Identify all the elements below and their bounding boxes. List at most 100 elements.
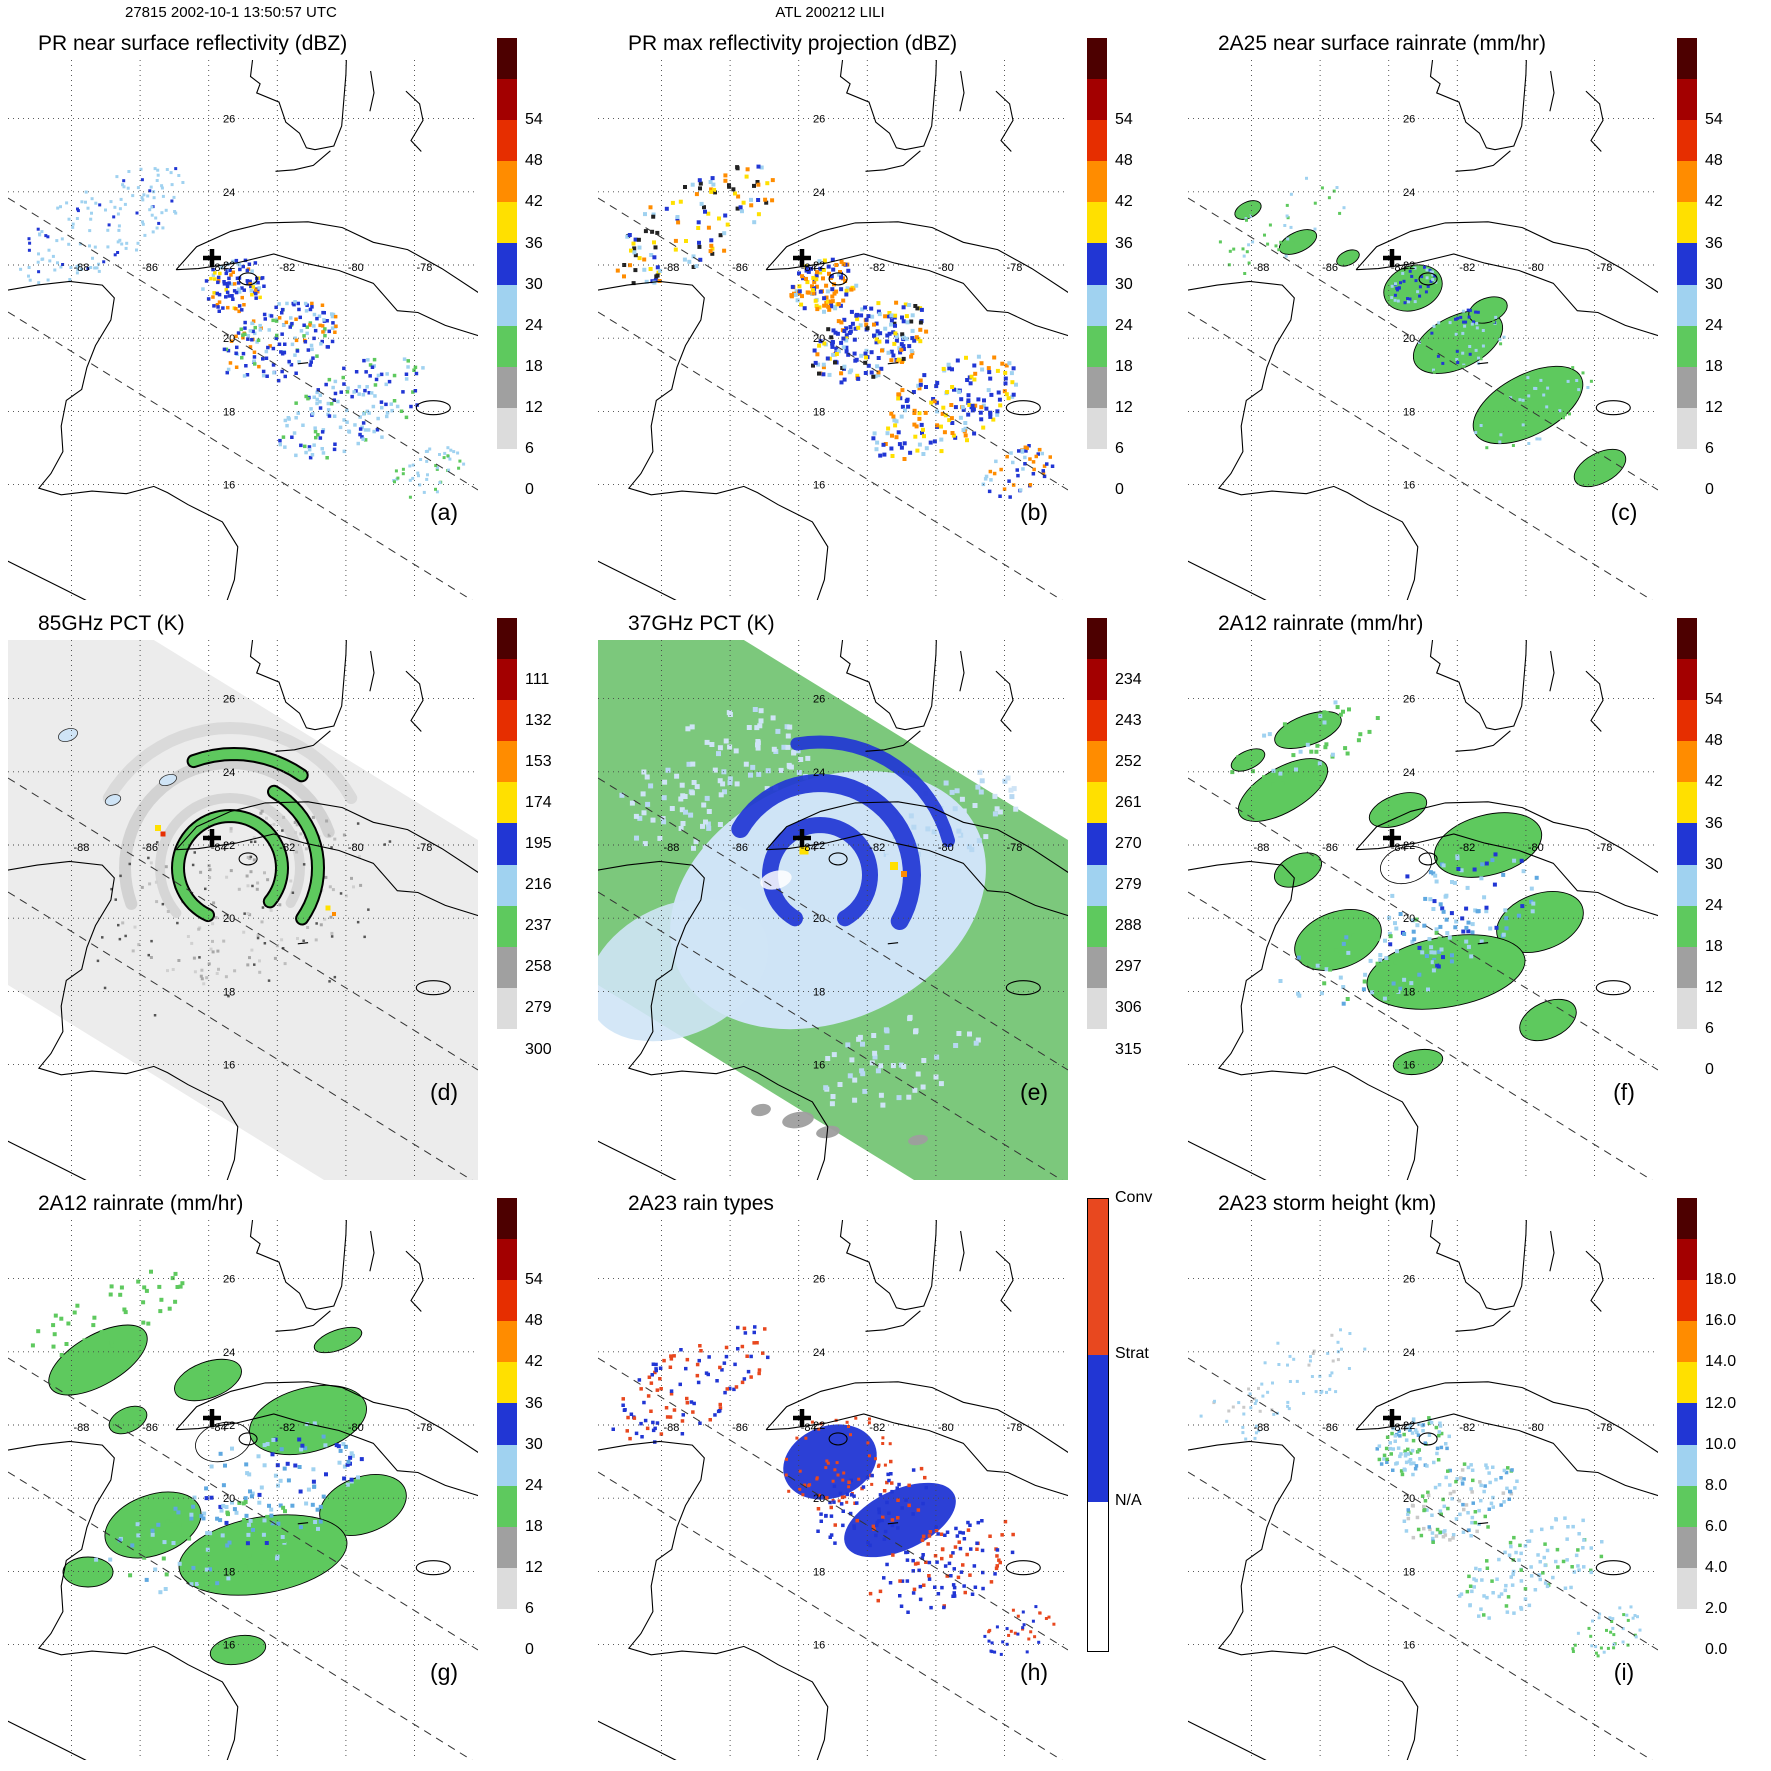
colorbar-segment: [1677, 120, 1697, 162]
colorbar-segment: [1677, 79, 1697, 121]
colorbar-tick-label: 216: [525, 876, 552, 894]
colorbar-tick-label: 36: [525, 234, 543, 252]
storm-center-marker: [203, 829, 221, 847]
colorbar: 300 279 258 237 216 195 174 153 132 111: [497, 618, 587, 1071]
lon-grid-label: -82: [279, 262, 295, 274]
colorbar-tick-label: 12: [1115, 398, 1133, 416]
lat-grid-label: 26: [223, 114, 235, 126]
colorbar-segment: [1677, 1567, 1697, 1609]
lon-grid-label: -82: [869, 262, 885, 274]
lon-grid-label: -82: [279, 1422, 295, 1434]
storm-center-marker: [1383, 249, 1401, 267]
grid-lines: [598, 1220, 1068, 1760]
coastlines: [1188, 640, 1658, 1180]
lon-grid-label: -82: [1459, 842, 1475, 854]
colorbar-tick-label: 30: [1705, 855, 1723, 873]
storm-center-marker: [203, 1409, 221, 1427]
lat-grid-label: 16: [813, 480, 825, 492]
colorbar-segment: [497, 79, 517, 121]
colorbar-bar: [1677, 618, 1697, 1071]
colorbar-tick-label: 279: [1115, 876, 1142, 894]
grid-lines: [598, 60, 1068, 600]
colorbar-segment: [497, 1403, 517, 1445]
colorbar: 0 6 12 18 24 30 36 42 48 54: [1677, 618, 1767, 1078]
coastlines: [8, 640, 478, 1180]
colorbar-tick-label: 0: [1115, 481, 1124, 498]
data-field: [30, 1269, 407, 1666]
lon-grid-label: -80: [348, 1422, 364, 1434]
colorbar-segment: [497, 618, 517, 660]
colorbar-tick-label: 195: [525, 835, 552, 852]
coastlines: [1188, 60, 1658, 600]
lat-grid-label: 22: [1403, 260, 1415, 272]
colorbar-segment: [1677, 243, 1697, 285]
colorbar-segment: [1677, 659, 1697, 701]
panel-title: 2A12 rainrate (mm/hr): [38, 1192, 244, 1215]
lon-grid-label: -88: [74, 262, 90, 274]
lon-grid-label: -80: [938, 1422, 954, 1434]
colorbar-segment: [1677, 366, 1697, 408]
colorbar-segment: [1677, 864, 1697, 906]
colorbar-tick-label: Conv: [1115, 1189, 1153, 1206]
lat-grid-label: 16: [1403, 480, 1415, 492]
colorbar-tick-label: 42: [1115, 193, 1133, 211]
lat-grid-label: 22: [223, 260, 235, 272]
colorbar-segment: [1087, 202, 1107, 244]
colorbar-segment: [497, 946, 517, 988]
colorbar-tick-label: 48: [1115, 152, 1133, 170]
lat-grid-label: 24: [813, 187, 825, 199]
colorbar-tick-label: 8.0: [1705, 1476, 1728, 1494]
lat-grid-label: 16: [1403, 1060, 1415, 1072]
panel-letter: (b): [1020, 499, 1048, 525]
lon-grid-label: -88: [74, 842, 90, 854]
lat-grid-label: 20: [1403, 333, 1415, 345]
colorbar-segment: [1677, 1526, 1697, 1568]
lon-grid-label: -78: [1597, 842, 1613, 854]
data-field: [1218, 176, 1627, 488]
grid-lines: [598, 640, 1068, 1180]
lat-grid-label: 20: [1403, 1493, 1415, 1505]
data-field: [611, 1325, 1056, 1656]
colorbar-segment: [497, 1567, 517, 1609]
coastlines: [598, 60, 1068, 600]
colorbar-tick-label: 42: [1705, 773, 1723, 791]
panel-title: 37GHz PCT (K): [628, 612, 775, 635]
map: -88 -86 -84 -82 -80 -78 26 24 22 20 18 16 (f): [1188, 640, 1658, 1180]
colorbar-tick-label: 0: [1705, 1061, 1714, 1078]
lon-grid-label: -86: [732, 1422, 748, 1434]
lat-grid-label: 26: [223, 694, 235, 706]
lon-grid-label: -82: [1459, 262, 1475, 274]
map: -88 -86 -84 -82 -80 -78 26 24 22 20 18 16 (g): [8, 1220, 478, 1760]
colorbar-segment: [497, 905, 517, 947]
panel-f: 2A12 rainrate (mm/hr) -88 -86 -84 -82 -80 -78…: [1180, 604, 1770, 1184]
colorbar-segment: [1087, 618, 1107, 660]
storm-center-marker: [793, 829, 811, 847]
panel-title: PR near surface reflectivity (dBZ): [38, 32, 348, 55]
colorbar-tick-label: 6.0: [1705, 1517, 1728, 1535]
lat-grid-label: 24: [813, 767, 825, 779]
colorbar-segment: [1677, 1239, 1697, 1281]
panel-c: 2A25 near surface rainrate (mm/hr) -88 -8…: [1180, 24, 1770, 604]
lat-grid-label: 20: [813, 913, 825, 925]
colorbar-tick-label: 12: [1705, 978, 1723, 996]
colorbar-tick-label: 252: [1115, 752, 1142, 770]
panel-letter: (f): [1613, 1079, 1635, 1105]
lat-grid-label: 20: [1403, 913, 1415, 925]
colorbar-segment: [1087, 38, 1107, 80]
colorbar-tick-label: 36: [525, 1394, 543, 1412]
lat-grid-label: 22: [813, 260, 825, 272]
lat-grid-label: 18: [1403, 1566, 1415, 1578]
colorbar-segment: [497, 864, 517, 906]
lat-grid-label: 22: [223, 840, 235, 852]
panel-h: 2A23 rain types -88 -86 -84 -82 -80 -78 26 24 22…: [590, 1184, 1180, 1764]
colorbar-segment: [497, 782, 517, 824]
grid-lines: [8, 60, 478, 600]
colorbar-tick-label: 24: [1115, 316, 1133, 334]
swath-edge-lines: [1188, 1357, 1658, 1760]
colorbar: 0.0 2.0 4.0 6.0 8.0 10.0 12.0 14.0 16.0 18.0: [1677, 1198, 1767, 1658]
colorbar-segment: [1677, 1280, 1697, 1322]
colorbar-segment: [1087, 448, 1107, 491]
